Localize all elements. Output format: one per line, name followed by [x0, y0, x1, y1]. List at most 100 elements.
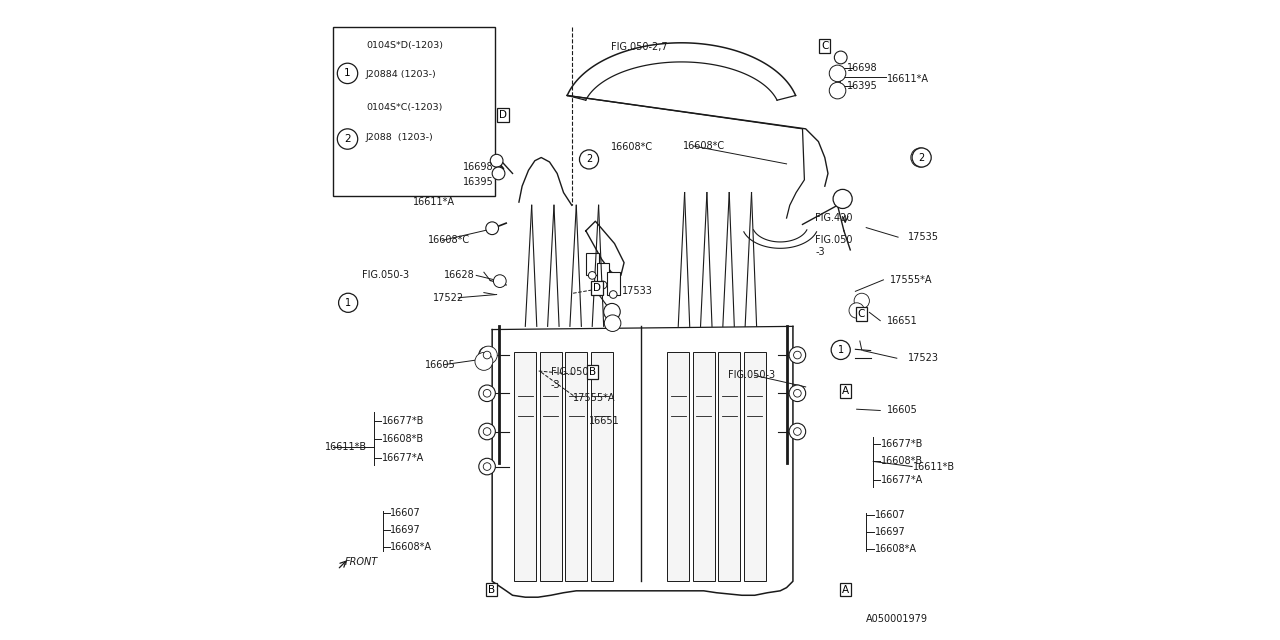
Circle shape: [338, 129, 357, 149]
Text: 16628: 16628: [444, 270, 475, 280]
Circle shape: [852, 306, 861, 315]
Text: 16395: 16395: [463, 177, 494, 188]
Text: 16611*A: 16611*A: [887, 74, 929, 84]
Text: A050001979: A050001979: [867, 614, 928, 625]
Text: B: B: [488, 584, 495, 595]
Text: 16697: 16697: [390, 525, 421, 535]
Text: C: C: [820, 41, 828, 51]
Circle shape: [338, 63, 357, 84]
Text: 17522: 17522: [433, 292, 465, 303]
Circle shape: [479, 385, 495, 401]
Circle shape: [484, 463, 492, 470]
Text: 0104S*D(-1203): 0104S*D(-1203): [366, 42, 443, 51]
Text: 2: 2: [344, 134, 351, 144]
Text: J2088  (1203-): J2088 (1203-): [366, 132, 434, 141]
Circle shape: [829, 65, 846, 82]
Bar: [596, 262, 609, 285]
Circle shape: [493, 167, 504, 180]
Text: FIG.050-3: FIG.050-3: [728, 371, 776, 380]
Circle shape: [833, 189, 852, 209]
Text: 1: 1: [346, 298, 351, 308]
Circle shape: [486, 222, 498, 235]
Text: 16697: 16697: [874, 527, 905, 536]
Text: 16607: 16607: [874, 510, 905, 520]
Circle shape: [484, 350, 493, 360]
Text: 0104S*C(-1203): 0104S*C(-1203): [366, 103, 443, 112]
Text: 16605: 16605: [425, 360, 456, 370]
Circle shape: [915, 152, 925, 163]
Text: FIG.050-2,7: FIG.050-2,7: [612, 42, 668, 52]
Text: 1: 1: [344, 68, 351, 78]
Text: 16611*B: 16611*B: [914, 461, 955, 472]
Circle shape: [484, 390, 492, 397]
Circle shape: [609, 291, 617, 298]
Circle shape: [599, 281, 607, 289]
Circle shape: [490, 154, 503, 167]
Circle shape: [794, 390, 801, 397]
Text: FRONT: FRONT: [344, 557, 378, 567]
Circle shape: [788, 347, 805, 364]
Circle shape: [794, 428, 801, 435]
Text: 16607: 16607: [390, 508, 421, 518]
Text: 17535: 17535: [908, 232, 938, 242]
Text: 17555*A: 17555*A: [891, 275, 933, 285]
Text: 17555*A: 17555*A: [573, 393, 616, 403]
Circle shape: [833, 86, 842, 95]
Text: 16608*B: 16608*B: [881, 456, 923, 467]
Text: J20884 (1203-): J20884 (1203-): [366, 70, 436, 79]
Text: 16677*B: 16677*B: [381, 416, 424, 426]
Circle shape: [479, 356, 489, 367]
Circle shape: [604, 303, 621, 320]
Circle shape: [484, 351, 492, 359]
Circle shape: [604, 315, 621, 332]
Text: A: A: [842, 387, 849, 396]
Circle shape: [794, 351, 801, 359]
Text: 16608*A: 16608*A: [874, 544, 916, 554]
Circle shape: [833, 69, 842, 78]
Bar: [667, 352, 689, 581]
Circle shape: [479, 458, 495, 475]
Bar: [692, 352, 714, 581]
Circle shape: [854, 293, 869, 308]
Bar: [333, 27, 495, 196]
Bar: [515, 352, 536, 581]
Bar: [591, 352, 613, 581]
Circle shape: [475, 353, 493, 371]
Circle shape: [339, 293, 357, 312]
Circle shape: [831, 340, 850, 360]
Text: 16608*C: 16608*C: [612, 141, 654, 152]
Text: 16611*A: 16611*A: [412, 197, 454, 207]
Circle shape: [493, 275, 506, 287]
Text: FIG.050: FIG.050: [815, 236, 852, 245]
Text: D: D: [499, 110, 507, 120]
Circle shape: [484, 428, 492, 435]
Bar: [607, 272, 620, 294]
Text: -3: -3: [815, 248, 824, 257]
Text: D: D: [594, 283, 602, 293]
Text: 16611*B: 16611*B: [325, 442, 366, 452]
Circle shape: [479, 423, 495, 440]
Text: 1: 1: [837, 345, 844, 355]
Text: C: C: [858, 308, 865, 319]
Circle shape: [788, 385, 805, 401]
Text: B: B: [589, 367, 596, 377]
Text: 16608*C: 16608*C: [684, 141, 726, 151]
Text: 16677*A: 16677*A: [381, 452, 424, 463]
Text: 2: 2: [919, 152, 924, 163]
Text: 16651: 16651: [887, 316, 918, 326]
Text: 17523: 17523: [908, 353, 938, 364]
Bar: [540, 352, 562, 581]
Text: FIG.420: FIG.420: [815, 213, 852, 223]
Text: 16677*A: 16677*A: [881, 475, 923, 485]
Bar: [744, 352, 765, 581]
Circle shape: [479, 347, 495, 364]
Text: 16608*A: 16608*A: [390, 543, 433, 552]
Text: 16677*B: 16677*B: [881, 438, 923, 449]
Circle shape: [480, 346, 497, 364]
Text: 16698: 16698: [463, 162, 494, 172]
Circle shape: [608, 319, 617, 328]
Bar: [586, 253, 599, 275]
Text: -3: -3: [550, 380, 561, 390]
Circle shape: [911, 148, 931, 167]
Text: 16608*C: 16608*C: [428, 236, 470, 245]
